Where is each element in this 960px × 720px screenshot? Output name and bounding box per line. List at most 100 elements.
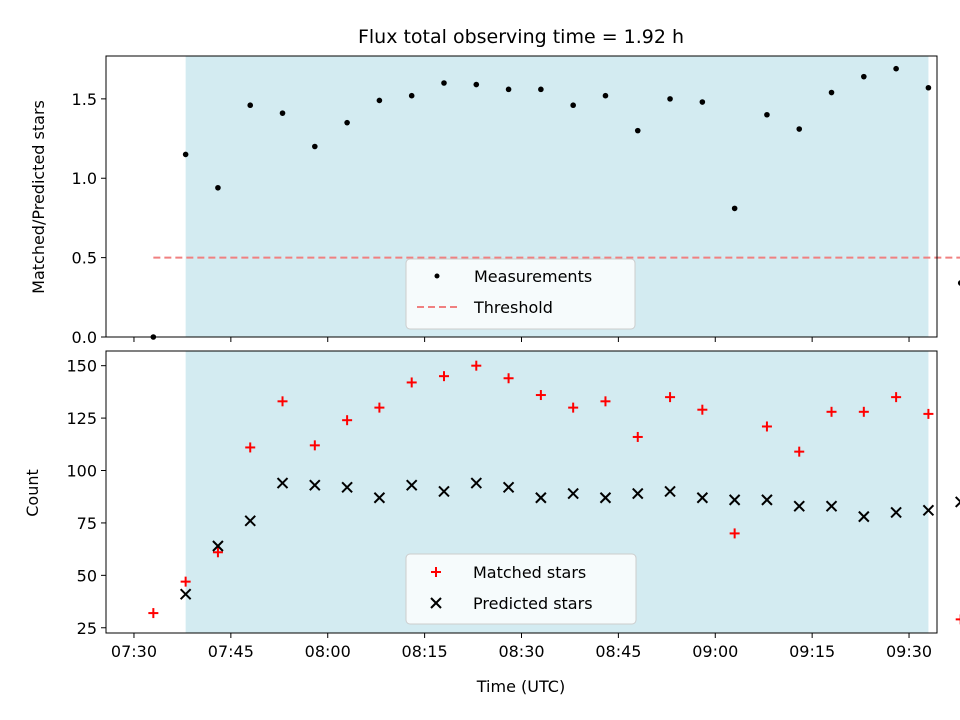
matched-star-point (794, 446, 805, 457)
bottom-x-axis-label: Time (UTC) (476, 677, 565, 696)
bot-x-tick-label: 08:00 (305, 642, 351, 661)
predicted-star-point (405, 479, 418, 491)
top-panel: 0.0 0.5 1.0 1.5 Matched/Predicted stars Mea… (29, 55, 960, 347)
matched-star-point (729, 528, 740, 539)
bot-y-tick-label: 150 (66, 357, 97, 376)
bottom-x-axis-ticks: 07:30 07:45 08:00 08:15 08:30 08:45 09:00 09:15… (111, 633, 932, 661)
top-measurement-series (150, 65, 960, 340)
measurement-point (312, 143, 318, 150)
measurement-point (731, 205, 738, 212)
measurement-point (344, 119, 350, 126)
top-y-tick-label: 0.5 (72, 249, 97, 268)
predicted-star-point (728, 494, 741, 506)
matched-star-point (665, 392, 676, 403)
top-x-axis-ticks (133, 337, 910, 342)
measurement-point (473, 81, 480, 88)
bot-x-tick-label: 09:15 (789, 642, 835, 661)
bottom-y-axis-label: Count (23, 469, 42, 517)
predicted-star-point (599, 492, 612, 504)
top-legend-measurements-marker (434, 273, 440, 279)
bottom-legend-predicted-marker (430, 597, 442, 609)
bot-x-tick-label: 08:30 (498, 642, 544, 661)
predicted-star-point (470, 477, 482, 489)
measurement-point (764, 111, 770, 118)
top-y-axis-ticks: 0.0 0.5 1.0 1.5 (72, 90, 106, 347)
bottom-matched-series (148, 360, 960, 625)
measurement-point (441, 80, 447, 86)
bot-y-tick-label: 125 (66, 409, 97, 428)
matched-star-point (438, 371, 449, 382)
predicted-star-point (890, 506, 902, 519)
matched-star-point (632, 431, 643, 442)
matched-star-point (148, 608, 159, 619)
matched-star-point (568, 402, 579, 413)
top-y-tick-label: 1.5 (72, 90, 97, 109)
measurement-point (634, 127, 641, 134)
bot-x-tick-label: 08:15 (402, 642, 448, 661)
matched-star-point (374, 402, 385, 413)
predicted-star-point (244, 515, 256, 527)
bot-y-tick-label: 25 (77, 619, 97, 638)
matched-star-point (826, 406, 837, 417)
predicted-star-point (502, 481, 515, 493)
top-legend-threshold-label: Threshold (473, 298, 553, 317)
predicted-star-point (825, 500, 838, 512)
predicted-star-point (922, 504, 935, 517)
matched-star-point (342, 415, 353, 426)
matched-star-point (697, 404, 708, 415)
measurement-point (247, 102, 254, 109)
bottom-legend-matched-label: Matched stars (473, 563, 586, 582)
measurement-point (828, 89, 835, 96)
matched-star-point (471, 360, 482, 371)
bottom-predicted-series (179, 477, 960, 600)
matched-star-point (212, 547, 223, 558)
predicted-star-point (696, 492, 709, 504)
matched-star-point (503, 373, 514, 384)
measurement-point (279, 110, 286, 116)
matched-star-point (761, 421, 772, 432)
top-y-tick-label: 1.0 (72, 169, 97, 188)
measurement-point (925, 84, 932, 91)
matched-star-point (923, 408, 934, 419)
predicted-star-point (373, 492, 386, 504)
measurement-point (893, 65, 899, 72)
bot-x-tick-label: 08:45 (595, 642, 641, 661)
measurement-point (667, 96, 673, 102)
bottom-panel: 25 50 75 100 125 150 07:30 07:45 08:00 08:15 08:3… (23, 350, 960, 696)
predicted-star-point (212, 540, 224, 552)
bot-y-tick-label: 50 (77, 566, 97, 585)
measurement-point (376, 97, 383, 104)
bottom-y-axis-ticks: 25 50 75 100 125 150 (66, 357, 106, 638)
predicted-star-point (341, 481, 353, 493)
measurement-point (796, 126, 803, 132)
measurement-point (602, 92, 609, 99)
matched-star-point (245, 442, 256, 453)
predicted-star-point (309, 479, 321, 491)
predicted-star-point (664, 485, 676, 498)
matched-star-point (600, 396, 611, 407)
measurement-point (505, 86, 512, 93)
top-legend-measurements-label: Measurements (474, 267, 592, 286)
predicted-star-point (632, 487, 644, 500)
matched-star-point (858, 406, 869, 417)
matched-star-point (180, 576, 191, 587)
matched-star-point (309, 440, 320, 451)
bot-x-tick-label: 09:00 (692, 642, 738, 661)
chart-title: Flux total observing time = 1.92 h (358, 26, 684, 48)
predicted-star-point (438, 485, 450, 498)
predicted-star-point (535, 492, 547, 504)
measurement-point (861, 73, 867, 80)
bot-y-tick-label: 75 (77, 514, 97, 533)
measurement-point (570, 102, 576, 109)
bottom-legend-predicted-label: Predicted stars (473, 594, 593, 613)
top-y-tick-label: 0.0 (72, 328, 97, 347)
measurement-point (408, 92, 415, 99)
matched-star-point (277, 396, 288, 407)
predicted-star-point (761, 494, 773, 506)
predicted-star-point (276, 477, 289, 489)
predicted-star-point (793, 500, 805, 512)
predicted-star-point (954, 496, 960, 508)
bot-y-tick-label: 100 (66, 462, 97, 481)
matched-star-point (535, 390, 546, 401)
